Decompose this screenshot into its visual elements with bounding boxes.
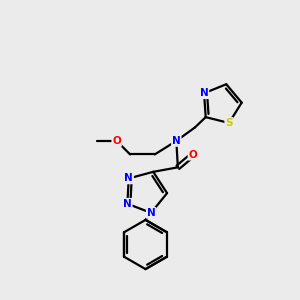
Text: N: N — [124, 173, 133, 183]
Text: N: N — [147, 208, 155, 218]
Text: N: N — [172, 136, 181, 146]
Text: O: O — [112, 136, 121, 146]
Text: N: N — [123, 199, 132, 209]
Text: S: S — [225, 118, 233, 128]
Text: N: N — [200, 88, 208, 98]
Text: O: O — [188, 150, 197, 160]
